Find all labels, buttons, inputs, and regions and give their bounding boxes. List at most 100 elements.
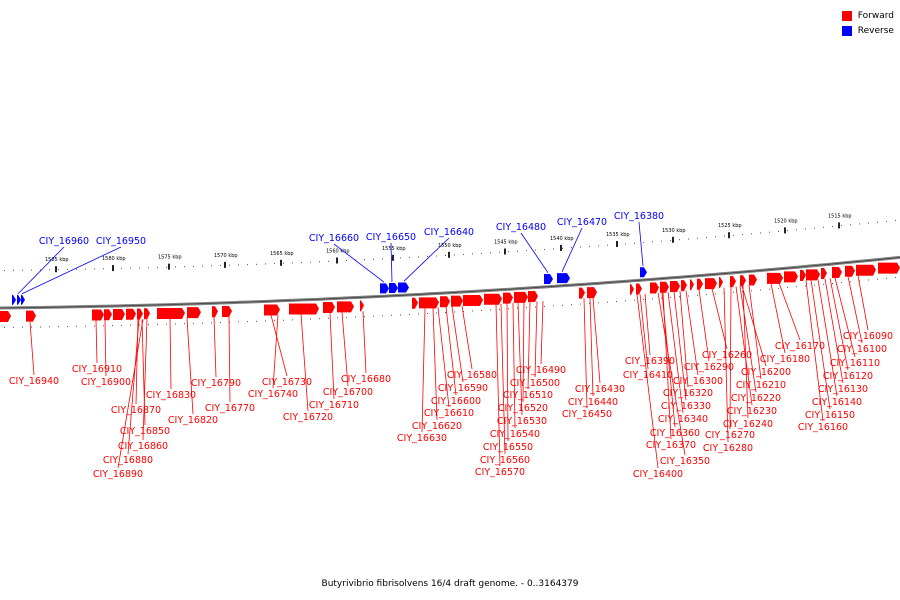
- forward-leader-line: [657, 292, 686, 456]
- forward-gene-label: CIY_16330: [661, 401, 711, 412]
- forward-gene-arrow: [697, 278, 703, 290]
- forward-gene-label: CIY_16370: [646, 440, 696, 451]
- lower-track-dot: [373, 315, 374, 317]
- upper-track-dot: [805, 228, 806, 230]
- lower-track-dot: [202, 322, 203, 324]
- forward-leader-line: [810, 279, 831, 410]
- lower-track-dot: [544, 306, 545, 307]
- forward-gene-arrow: [337, 301, 354, 313]
- lower-track-dot: [94, 325, 95, 327]
- forward-gene-label: CIY_16830: [146, 390, 196, 401]
- upper-track-dot: [301, 262, 302, 263]
- forward-leader-line: [142, 319, 148, 441]
- forward-gene-label: CIY_16510: [503, 390, 553, 401]
- upper-track-dot: [445, 255, 446, 256]
- lower-track-dot: [895, 276, 896, 278]
- lower-track-dot: [652, 298, 653, 300]
- upper-track-dot: [850, 224, 851, 226]
- lower-track-dot: [805, 285, 806, 287]
- forward-leader-line: [711, 288, 728, 350]
- forward-gene-arrow: [104, 309, 112, 321]
- forward-leader-line: [272, 314, 279, 389]
- upper-track-dot: [868, 222, 869, 224]
- forward-gene-label: CIY_16220: [731, 393, 781, 404]
- lower-track-dot: [823, 283, 824, 285]
- upper-track-dot: [796, 229, 797, 231]
- lower-track-dot: [778, 287, 779, 289]
- forward-gene-arrow: [503, 292, 513, 304]
- forward-gene-arrow: [650, 282, 659, 294]
- lower-track-dot: [436, 312, 437, 314]
- forward-leader-line: [824, 278, 844, 384]
- forward-gene-arrow: [412, 297, 418, 309]
- upper-track-dot: [607, 244, 608, 246]
- ruler-tick: [784, 227, 786, 234]
- upper-track-dot: [481, 252, 482, 254]
- lower-track-dot: [58, 326, 59, 328]
- upper-track-dot: [508, 251, 509, 253]
- lower-track-dot: [760, 289, 761, 291]
- forward-leader-line: [534, 301, 538, 378]
- forward-gene-label: CIY_16180: [760, 354, 810, 365]
- lower-track-dot: [499, 308, 500, 310]
- lower-track-dot: [751, 290, 752, 292]
- lower-track-dot: [553, 305, 554, 307]
- lower-track-dot: [283, 319, 284, 321]
- forward-gene-label: CIY_16860: [118, 441, 168, 452]
- lower-track-dot: [220, 322, 221, 323]
- ruler-label: 1570 kbp: [214, 253, 238, 259]
- reverse-gene-arrow: [380, 283, 389, 294]
- upper-track-dot: [589, 245, 590, 247]
- reverse-gene-arrow: [557, 273, 570, 284]
- upper-track-dot: [661, 240, 662, 242]
- lower-track-dot: [211, 322, 212, 324]
- upper-track-dot: [634, 242, 635, 244]
- forward-leader-line: [778, 282, 801, 341]
- lower-track-dot: [697, 294, 698, 296]
- upper-track-dot: [22, 269, 23, 271]
- lower-track-dot: [670, 296, 671, 298]
- lower-track-dot: [598, 302, 599, 304]
- lower-track-dot: [4, 327, 5, 328]
- upper-track-dot: [652, 241, 653, 243]
- lower-track-dot: [346, 317, 347, 318]
- forward-gene-arrow: [845, 265, 855, 277]
- upper-track-dot: [220, 265, 221, 266]
- lower-track-dot: [535, 306, 536, 308]
- forward-leader-line: [445, 306, 457, 396]
- forward-gene-label: CIY_16430: [575, 384, 625, 395]
- upper-track-dot: [472, 253, 473, 255]
- lower-track-dot: [31, 326, 32, 328]
- lower-track-dot: [445, 312, 446, 313]
- upper-track-dot: [409, 256, 410, 258]
- forward-gene-label: CIY_16360: [650, 428, 700, 439]
- upper-track-dot: [625, 243, 626, 245]
- lower-track-dot: [589, 302, 590, 304]
- upper-track-dot: [463, 254, 464, 255]
- forward-gene-label: CIY_16890: [93, 469, 143, 480]
- lower-track-dot: [472, 310, 473, 312]
- forward-gene-label: CIY_16900: [81, 377, 131, 388]
- legend: Forward Reverse: [841, 8, 894, 38]
- upper-track-dot: [310, 261, 311, 263]
- forward-leader-line: [847, 276, 863, 344]
- lower-track-dot: [148, 324, 149, 326]
- upper-track-dot: [256, 263, 257, 265]
- lower-track-dot: [130, 324, 131, 326]
- ruler-label: 1515 kbp: [828, 213, 852, 219]
- upper-track-dot: [13, 269, 14, 271]
- upper-track-dot: [139, 267, 140, 269]
- upper-track-dot: [832, 226, 833, 227]
- lower-track-dot: [166, 323, 167, 325]
- forward-leader-line: [723, 287, 729, 443]
- forward-leader-line: [213, 317, 217, 378]
- upper-track-dot: [598, 245, 599, 247]
- lower-track-dot: [427, 313, 428, 314]
- forward-gene-arrow: [719, 276, 723, 288]
- forward-gene-label: CIY_16610: [424, 408, 474, 419]
- forward-gene-label: CIY_16240: [723, 419, 773, 430]
- forward-gene-label: CIY_16770: [205, 403, 255, 414]
- forward-leader-line: [421, 308, 426, 433]
- forward-leader-line: [495, 304, 501, 467]
- ruler-label: 1520 kbp: [774, 218, 798, 224]
